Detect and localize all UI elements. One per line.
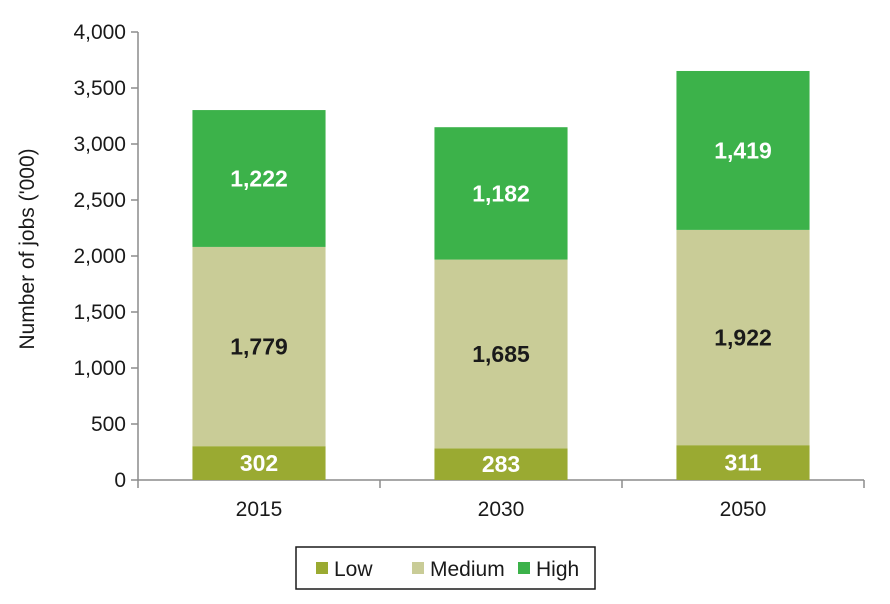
legend-swatch-medium <box>412 562 424 574</box>
legend-label-medium: Medium <box>430 558 505 581</box>
bar-medium-2050 <box>676 229 810 446</box>
data-label-high-2050: 1,419 <box>714 137 772 163</box>
legend-box <box>295 546 596 590</box>
data-label-high-2030: 1,182 <box>472 180 530 206</box>
bar-low-2015 <box>192 446 326 480</box>
bar-low-2030 <box>434 448 568 480</box>
x-tick-label: 2030 <box>478 498 525 521</box>
legend: Low Medium High <box>295 546 596 590</box>
x-tick-label: 2050 <box>720 498 767 521</box>
legend-label-high: High <box>536 558 579 581</box>
bar-high-2050 <box>676 70 810 230</box>
x-tick-label: 2015 <box>236 498 283 521</box>
data-label-medium-2015: 1,779 <box>230 334 288 360</box>
bar-medium-2015 <box>192 246 326 447</box>
legend-swatch-high <box>518 562 530 574</box>
bar-low-2050 <box>676 445 810 480</box>
bars <box>192 70 810 480</box>
data-label-low-2050: 311 <box>724 450 761 476</box>
y-tick-label: 1,500 <box>73 301 126 324</box>
y-axis: 0 500 1,000 1,500 2,000 2,500 3,000 3,500 4,000 <box>73 21 139 492</box>
data-label-medium-2030: 1,685 <box>472 341 530 367</box>
bar-high-2015 <box>192 110 326 247</box>
legend-label-low: Low <box>334 558 373 581</box>
y-axis-title: Number of jobs ('000) <box>16 148 39 349</box>
y-tick-label: 2,000 <box>73 245 126 268</box>
y-tick-label: 3,000 <box>73 133 126 156</box>
legend-swatch-low <box>316 562 328 574</box>
data-labels: 302 1,779 1,222 283 1,685 1,182 311 1,922 1,419 <box>230 137 772 477</box>
y-tick-label: 4,000 <box>73 21 126 44</box>
x-axis: 2015 2030 2050 <box>137 479 865 521</box>
y-tick-label: 0 <box>114 469 126 492</box>
data-label-low-2015: 302 <box>240 450 278 476</box>
data-label-high-2015: 1,222 <box>230 165 288 191</box>
data-label-low-2030: 283 <box>482 451 520 477</box>
y-tick-label: 1,000 <box>73 357 126 380</box>
data-label-medium-2050: 1,922 <box>714 325 772 351</box>
y-tick-label: 2,500 <box>73 189 126 212</box>
y-tick-label: 500 <box>91 413 126 436</box>
bar-medium-2030 <box>434 259 568 449</box>
y-tick-label: 3,500 <box>73 77 126 100</box>
bar-high-2030 <box>434 127 568 260</box>
